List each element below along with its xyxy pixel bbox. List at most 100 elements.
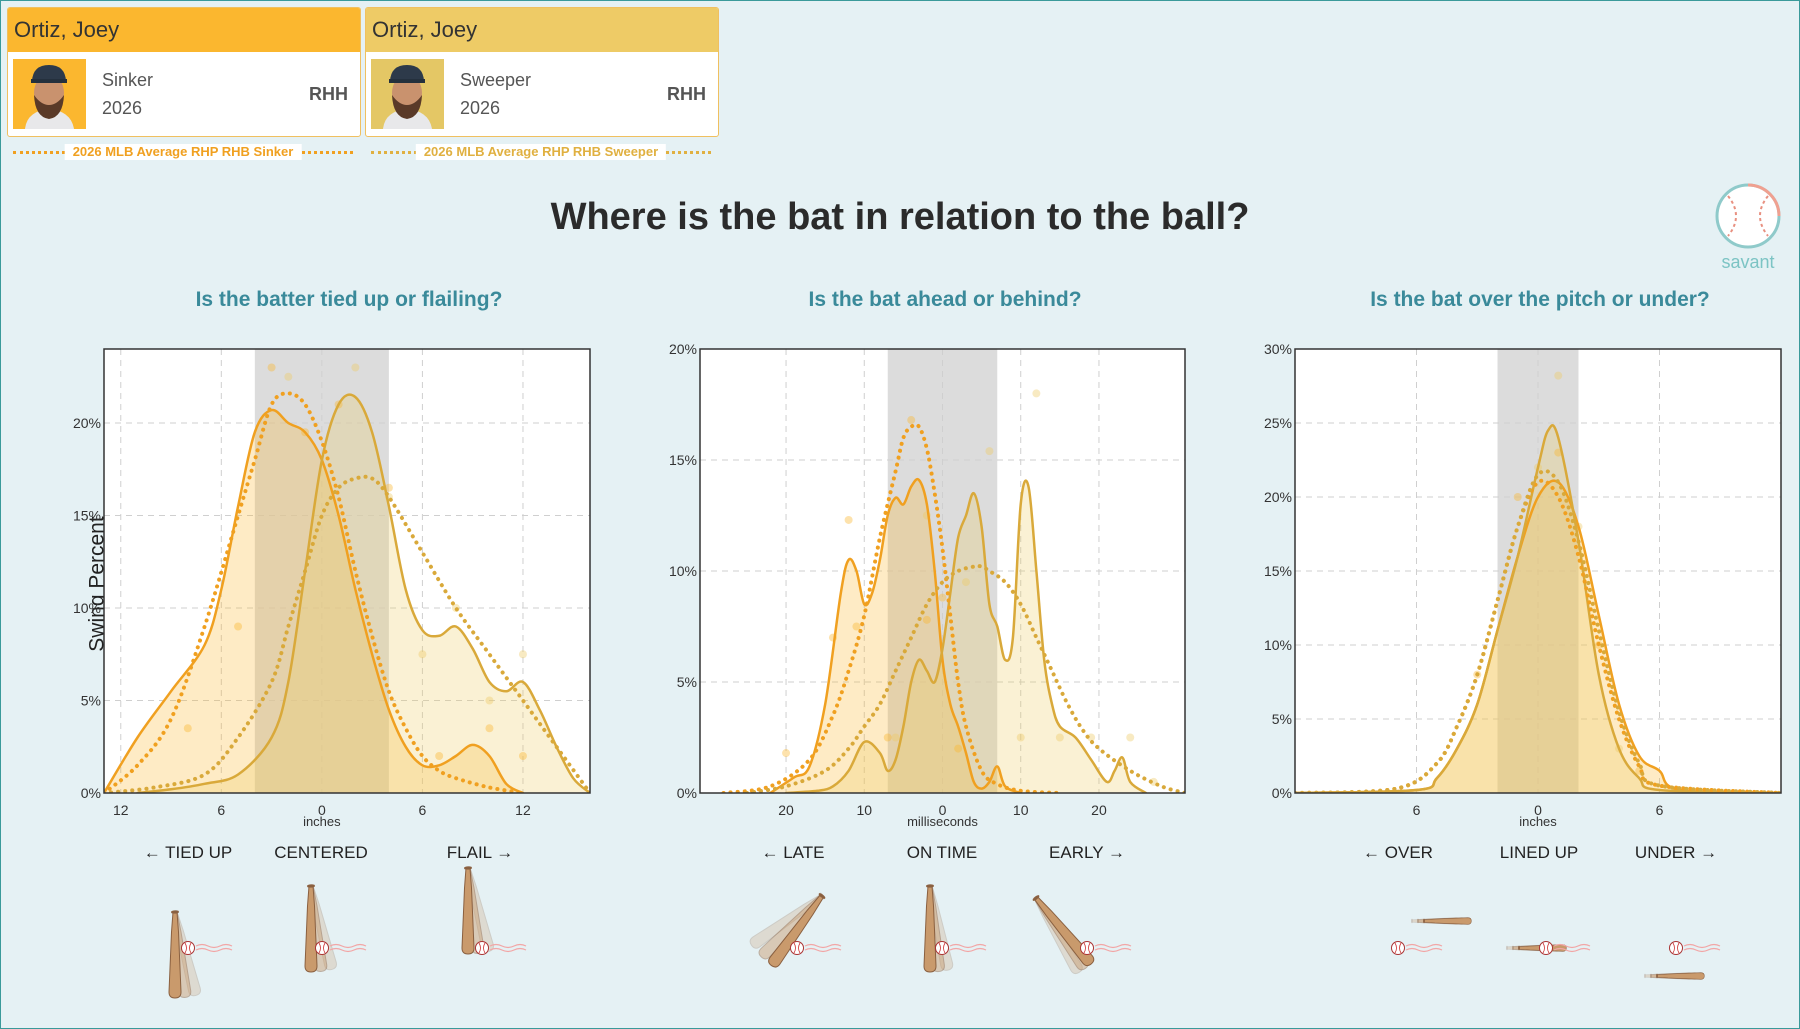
bat-illustrations bbox=[168, 864, 1721, 999]
x-tick-label: 6 bbox=[419, 802, 427, 818]
card-year: 2026 bbox=[460, 98, 501, 118]
series-area-sweeper bbox=[1295, 425, 1781, 793]
series-area-sinker bbox=[104, 409, 523, 793]
x-tick-label: 10 bbox=[856, 802, 872, 818]
series-line-sinker-mlb-average bbox=[104, 391, 525, 793]
player-photo bbox=[371, 59, 444, 129]
x-tick-label: 12 bbox=[113, 802, 129, 818]
data-point bbox=[844, 515, 853, 524]
data-point bbox=[234, 622, 243, 631]
series-area-sinker bbox=[1295, 480, 1781, 793]
chart-1: 0% 5% 10% 15% 20% 20 10 0 10 20 milliseconds bbox=[669, 341, 1186, 829]
series-line-sweeper bbox=[784, 479, 1148, 793]
y-tick-label: 20% bbox=[669, 341, 697, 357]
data-point bbox=[267, 363, 276, 372]
x-tick-label: 0 bbox=[939, 802, 947, 818]
data-point bbox=[883, 733, 892, 742]
x-tick-label: 6 bbox=[1413, 802, 1421, 818]
series-line-sweeper bbox=[136, 393, 590, 793]
y-tick-label: 15% bbox=[73, 508, 101, 524]
y-tick-label: 5% bbox=[1272, 711, 1292, 727]
x-tick-label: 12 bbox=[515, 802, 531, 818]
direction-label-late: ← LATE bbox=[761, 843, 825, 862]
average-legend-label: 2026 MLB Average RHP RHB Sinker bbox=[64, 144, 302, 160]
x-axis-label: milliseconds bbox=[907, 814, 978, 829]
average-legend-sweeper: 2026 MLB Average RHP RHB Sweeper bbox=[365, 144, 717, 160]
direction-label-centered: CENTERED bbox=[274, 843, 368, 862]
data-point bbox=[435, 752, 444, 760]
y-tick-label: 5% bbox=[81, 693, 101, 709]
y-tick-label: 15% bbox=[669, 452, 697, 468]
direction-label-flail: FLAIL → bbox=[446, 843, 514, 862]
data-point bbox=[1032, 389, 1041, 398]
player-card-sinker[interactable]: Ortiz, Joey Sinker 2026 RHH bbox=[7, 7, 361, 137]
y-tick-label: 10% bbox=[73, 600, 101, 616]
data-point bbox=[922, 615, 931, 624]
plot-border bbox=[1294, 348, 1782, 794]
series-area-sweeper bbox=[786, 480, 1146, 793]
plot-series bbox=[1295, 371, 1781, 793]
card-player-name: Ortiz, Joey bbox=[8, 8, 360, 52]
data-point bbox=[1513, 493, 1522, 501]
savant-logo-icon[interactable] bbox=[1714, 182, 1782, 250]
player-card-sweeper[interactable]: Ortiz, Joey Sweeper 2026 RHH bbox=[365, 7, 719, 137]
direction-label-tied-up: ← TIED UP bbox=[143, 843, 233, 862]
data-point bbox=[518, 650, 527, 659]
series-area-sweeper bbox=[137, 394, 590, 793]
chart-0: 0% 5% 10% 15% 20% 12 6 0 6 12 inches bbox=[73, 348, 591, 829]
plot-border bbox=[699, 348, 1186, 794]
bat-tied-up-icon bbox=[168, 908, 233, 999]
data-point bbox=[183, 724, 192, 733]
x-tick-label: 0 bbox=[318, 802, 326, 818]
average-legend-sinker: 2026 MLB Average RHP RHB Sinker bbox=[7, 144, 359, 160]
average-legend-label: 2026 MLB Average RHP RHB Sweeper bbox=[415, 144, 667, 160]
series-line-sinker-mlb-average bbox=[721, 422, 1062, 793]
y-tick-label: 20% bbox=[73, 415, 101, 431]
data-point bbox=[1016, 733, 1025, 742]
chart-title-over-under: Is the bat over the pitch or under? bbox=[1370, 288, 1710, 311]
x-tick-label: 20 bbox=[778, 802, 794, 818]
data-point bbox=[485, 724, 494, 733]
page-title: Where is the bat in relation to the ball… bbox=[550, 196, 1250, 238]
bat-centered-icon bbox=[304, 882, 367, 973]
data-point bbox=[782, 749, 791, 758]
data-point bbox=[384, 483, 393, 492]
x-tick-label: 20 bbox=[1091, 802, 1107, 818]
savant-logo-text: savant bbox=[1721, 252, 1775, 272]
direction-label-under: UNDER → bbox=[1634, 843, 1718, 862]
x-tick-label: 10 bbox=[1013, 802, 1029, 818]
bat-flail-icon bbox=[461, 864, 527, 955]
bat-on-time-icon bbox=[923, 882, 987, 973]
player-photo bbox=[13, 59, 86, 129]
chart-title-timing: Is the bat ahead or behind? bbox=[808, 288, 1082, 311]
direction-label-on-time: ON TIME bbox=[906, 843, 978, 862]
data-point bbox=[1126, 733, 1135, 742]
data-point bbox=[351, 363, 360, 372]
card-player-name: Ortiz, Joey bbox=[366, 8, 718, 52]
direction-label-lined-up: LINED UP bbox=[1499, 843, 1579, 862]
y-tick-label: 10% bbox=[669, 563, 697, 579]
data-point bbox=[518, 752, 527, 760]
data-point bbox=[954, 744, 963, 753]
x-tick-label: 6 bbox=[217, 802, 225, 818]
series-line-sweeper-mlb-average bbox=[1295, 468, 1781, 793]
x-tick-label: 6 bbox=[1656, 802, 1664, 818]
series-line-sinker bbox=[104, 408, 525, 793]
card-batter-hand: RHH bbox=[309, 84, 348, 104]
chart-2: 0% 5% 10% 15% 20% 25% 30% 6 0 6 inches bbox=[1264, 341, 1782, 829]
data-point bbox=[985, 447, 994, 456]
bat-early-icon bbox=[1029, 892, 1132, 976]
plot-series bbox=[104, 363, 590, 793]
bat-over-icon bbox=[1391, 917, 1472, 955]
y-tick-label: 0% bbox=[81, 785, 101, 801]
data-point bbox=[1554, 371, 1563, 380]
data-point bbox=[907, 416, 916, 425]
y-tick-label: 5% bbox=[677, 674, 697, 690]
card-pitch-type: Sinker bbox=[102, 70, 154, 90]
y-tick-label: 15% bbox=[1264, 563, 1292, 579]
x-axis-label: inches bbox=[1519, 814, 1557, 829]
data-point bbox=[284, 372, 293, 381]
series-area-sinker bbox=[770, 479, 1021, 793]
series-line-sweeper-mlb-average bbox=[104, 474, 590, 793]
